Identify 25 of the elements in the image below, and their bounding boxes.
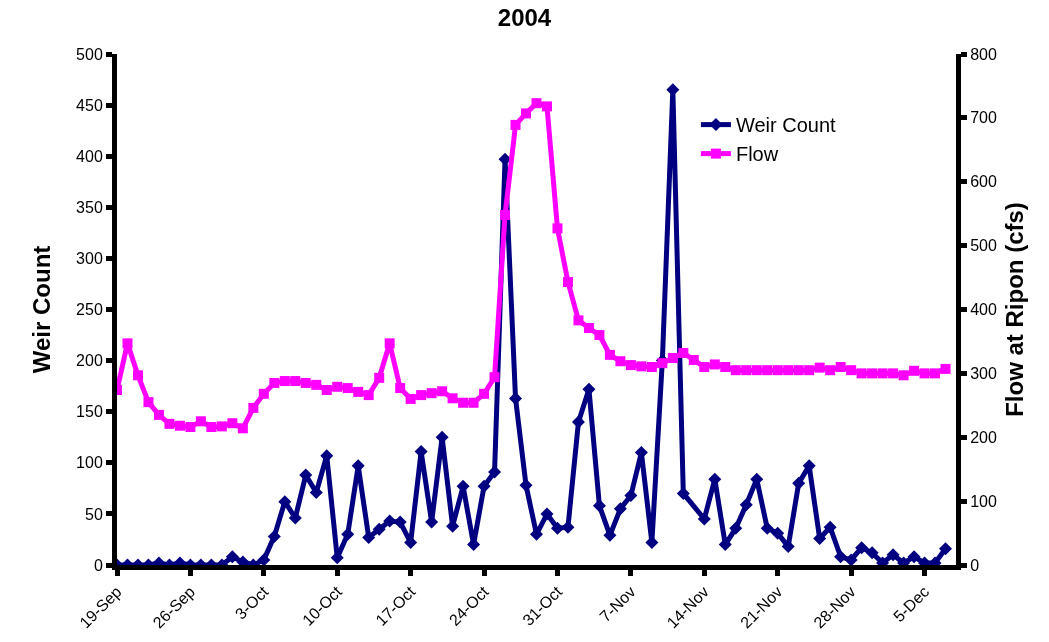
y2-tick-label: 300 (970, 364, 997, 382)
legend-label: Flow (735, 143, 779, 166)
y2-tick-label: 500 (970, 237, 997, 255)
y-tick-label: 150 (76, 403, 103, 421)
y2-axis-title: Flow at Ripon (cfs) (1001, 202, 1029, 417)
y-tick-label: 100 (76, 454, 103, 472)
y2-tick-label: 400 (970, 301, 997, 319)
y2-tick-label: 200 (970, 428, 997, 446)
y-tick-label: 200 (76, 352, 103, 370)
y-tick-label: 0 (93, 556, 103, 574)
y-tick-label: 450 (76, 96, 103, 114)
y-tick-label: 50 (85, 505, 103, 523)
y-axis-title: Weir Count (28, 245, 56, 374)
y-tick-label: 350 (76, 198, 103, 216)
y2-tick-label: 0 (970, 556, 980, 574)
y2-tick-label: 600 (970, 173, 997, 191)
legend-label: Weir Count (735, 114, 837, 137)
y-tick-label: 250 (76, 301, 103, 319)
chart-title: 2004 (497, 4, 552, 32)
y2-tick-label: 800 (970, 45, 997, 63)
y-tick-label: 300 (76, 250, 103, 267)
y2-tick-label: 100 (970, 492, 997, 510)
y2-tick-label: 700 (970, 109, 997, 127)
y-tick-label: 400 (76, 147, 103, 165)
y-tick-label: 500 (76, 45, 103, 63)
